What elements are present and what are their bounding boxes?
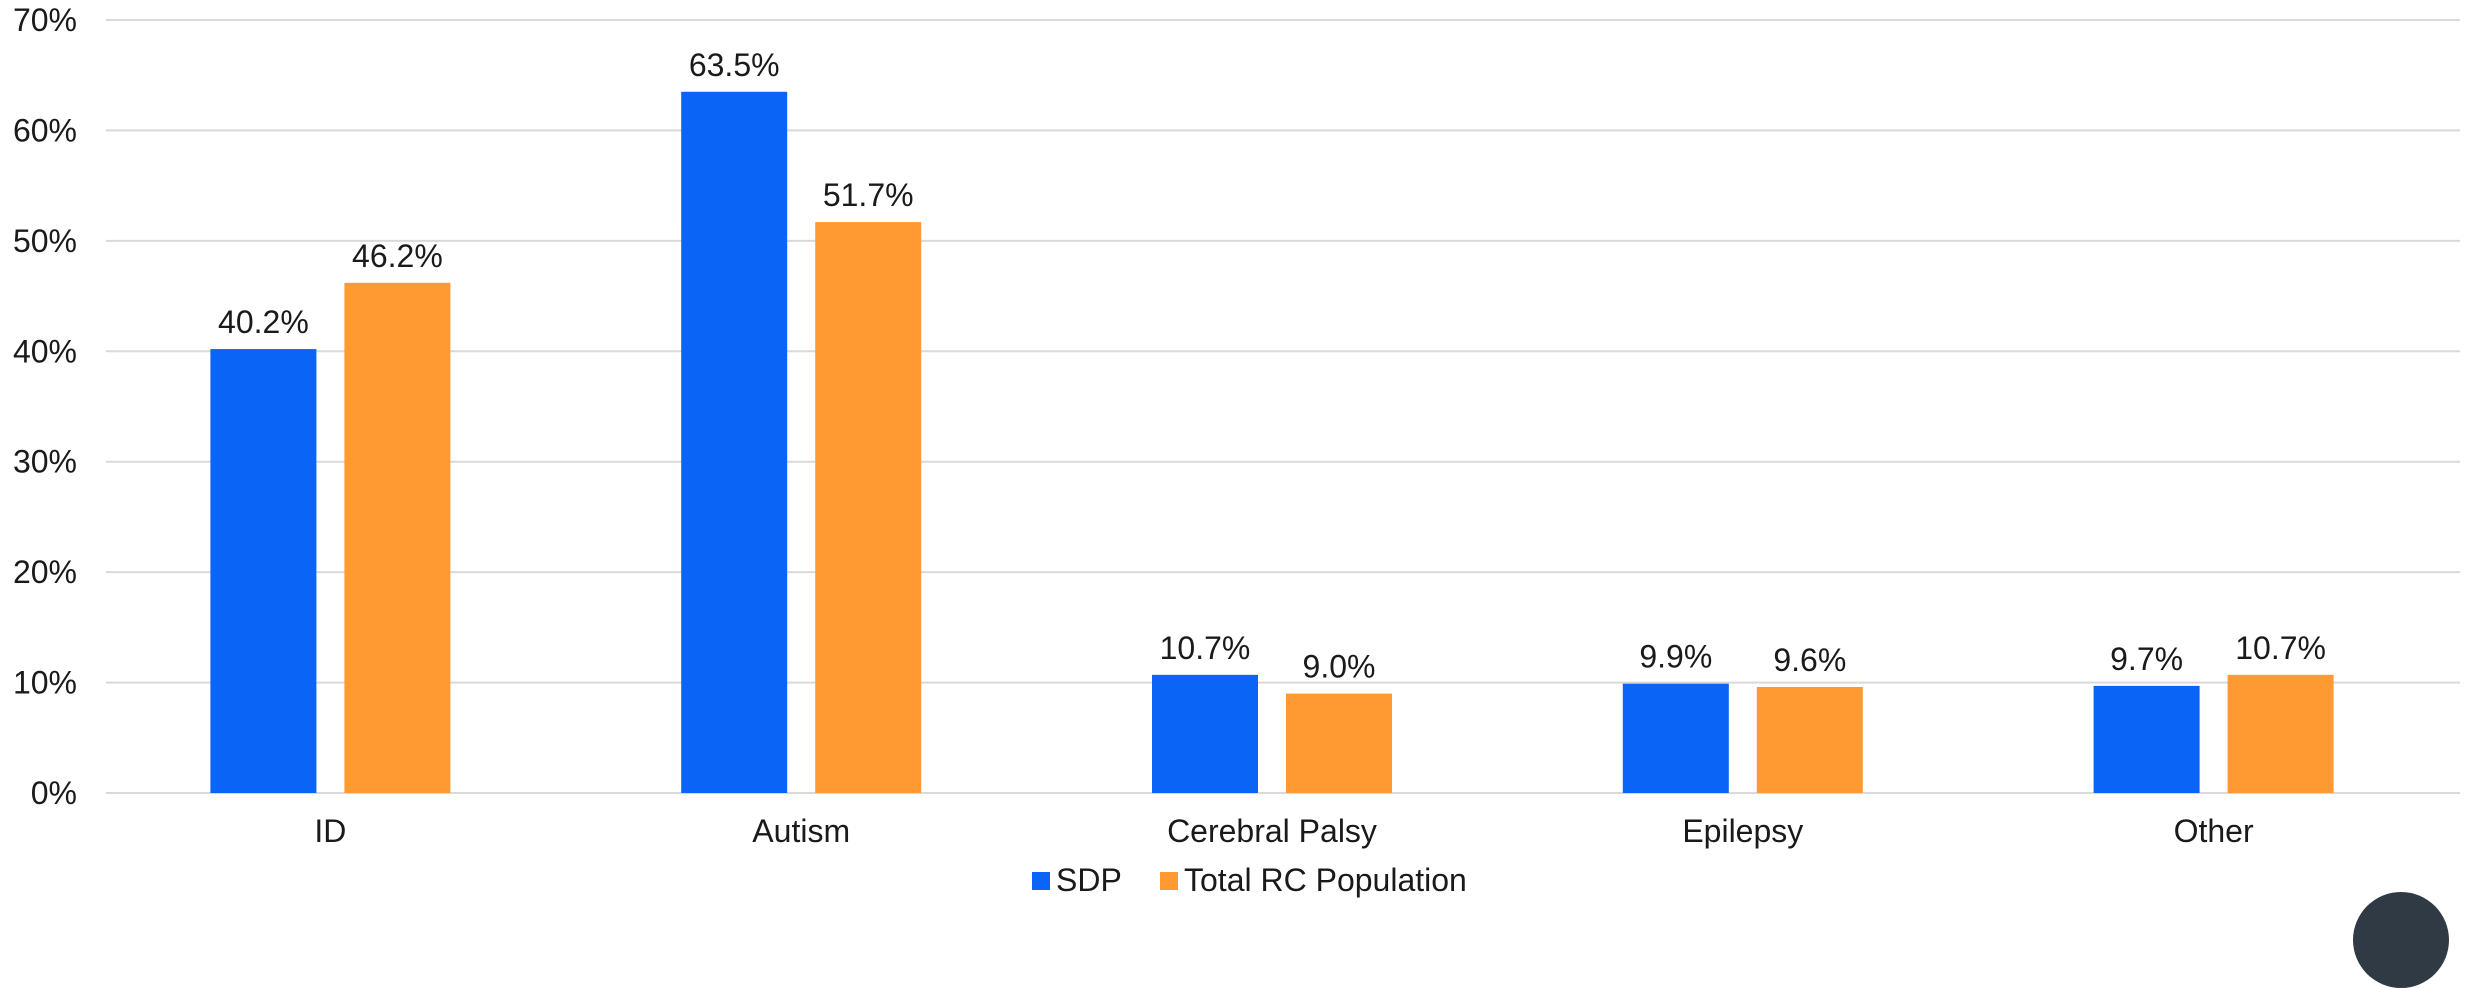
- bar-total-rc-cerebral-palsy: [1286, 693, 1392, 793]
- bar-total-rc-epilepsy: [1756, 686, 1863, 793]
- y-tick-label: 50%: [13, 223, 77, 259]
- legend: SDP Total RC Population: [1032, 862, 1467, 898]
- data-label: 9.6%: [1773, 642, 1846, 678]
- data-label: 10.7%: [2235, 630, 2326, 666]
- y-tick-label: 60%: [13, 112, 77, 148]
- y-tick-label: 70%: [13, 2, 77, 38]
- gridlines: [106, 19, 2460, 794]
- data-label: 9.7%: [2110, 641, 2183, 677]
- bar-total-rc-other: [2227, 674, 2334, 793]
- data-label: 9.9%: [1639, 639, 1712, 675]
- y-axis-ticks: 0% 10% 20% 30% 40% 50% 60% 70%: [13, 2, 77, 811]
- bar-sdp-id: [210, 349, 317, 793]
- legend-swatch: [1032, 872, 1050, 890]
- x-tick-label: Epilepsy: [1682, 813, 1803, 849]
- bars: [210, 91, 2334, 794]
- bar-total-rc-autism: [815, 222, 922, 793]
- x-tick-label: ID: [314, 813, 346, 849]
- bar-sdp-autism: [681, 91, 788, 794]
- data-label: 63.5%: [689, 47, 780, 83]
- x-tick-label: Other: [2174, 813, 2254, 849]
- bar-total-rc-id: [344, 282, 451, 793]
- y-tick-label: 0%: [31, 775, 77, 811]
- data-label: 10.7%: [1160, 630, 1251, 666]
- data-label: 51.7%: [823, 177, 914, 213]
- bar-sdp-epilepsy: [1622, 683, 1729, 793]
- legend-swatch: [1160, 872, 1178, 890]
- y-tick-label: 10%: [13, 665, 77, 701]
- x-tick-label: Cerebral Palsy: [1167, 813, 1377, 849]
- y-tick-label: 30%: [13, 444, 77, 480]
- data-label: 46.2%: [352, 238, 443, 274]
- bar-sdp-other: [2093, 685, 2200, 793]
- y-tick-label: 20%: [13, 554, 77, 590]
- x-tick-label: Autism: [752, 813, 850, 849]
- bar-chart: 0% 10% 20% 30% 40% 50% 60% 70% 40.2% 46.2% 63.5% 5…: [13, 2, 2460, 898]
- x-axis-ticks: ID Autism Cerebral Palsy Epilepsy Other: [314, 813, 2254, 849]
- bar-sdp-cerebral-palsy: [1152, 674, 1258, 793]
- y-tick-label: 40%: [13, 333, 77, 369]
- legend-label: SDP: [1056, 862, 1122, 898]
- data-labels: 40.2% 46.2% 63.5% 51.7% 10.7% 9.0% 9.9% 9.6% 9.7…: [218, 47, 2326, 685]
- legend-label: Total RC Population: [1184, 862, 1467, 898]
- data-label: 9.0%: [1303, 649, 1376, 685]
- corner-button[interactable]: [2353, 892, 2449, 988]
- data-label: 40.2%: [218, 304, 309, 340]
